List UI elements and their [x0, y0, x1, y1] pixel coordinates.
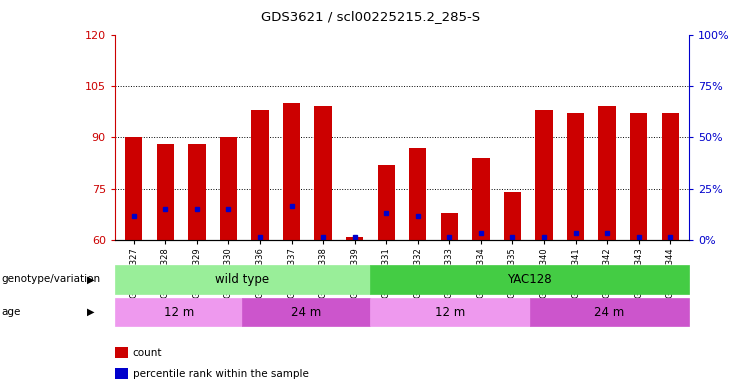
Bar — [346, 237, 363, 240]
Bar — [156, 144, 174, 240]
Bar — [188, 144, 205, 240]
Bar — [567, 113, 584, 240]
Text: YAC128: YAC128 — [508, 273, 552, 286]
Text: ▶: ▶ — [87, 274, 95, 285]
Bar — [630, 113, 648, 240]
Bar — [251, 110, 269, 240]
Bar — [283, 103, 300, 240]
Bar — [472, 158, 490, 240]
Bar — [599, 106, 616, 240]
Text: percentile rank within the sample: percentile rank within the sample — [133, 369, 308, 379]
Text: genotype/variation: genotype/variation — [1, 274, 101, 285]
Text: count: count — [133, 348, 162, 358]
Text: 12 m: 12 m — [435, 306, 465, 318]
Bar — [535, 110, 553, 240]
Bar — [441, 213, 458, 240]
Text: age: age — [1, 307, 21, 317]
Bar — [409, 147, 427, 240]
Bar — [662, 113, 679, 240]
Text: ▶: ▶ — [87, 307, 95, 317]
Text: 24 m: 24 m — [291, 306, 322, 318]
Bar — [314, 106, 332, 240]
Text: 24 m: 24 m — [594, 306, 625, 318]
Text: 12 m: 12 m — [164, 306, 194, 318]
Bar — [504, 192, 521, 240]
Text: wild type: wild type — [216, 273, 270, 286]
Bar — [125, 137, 142, 240]
Bar — [220, 137, 237, 240]
Bar — [377, 165, 395, 240]
Text: GDS3621 / scl00225215.2_285-S: GDS3621 / scl00225215.2_285-S — [261, 10, 480, 23]
